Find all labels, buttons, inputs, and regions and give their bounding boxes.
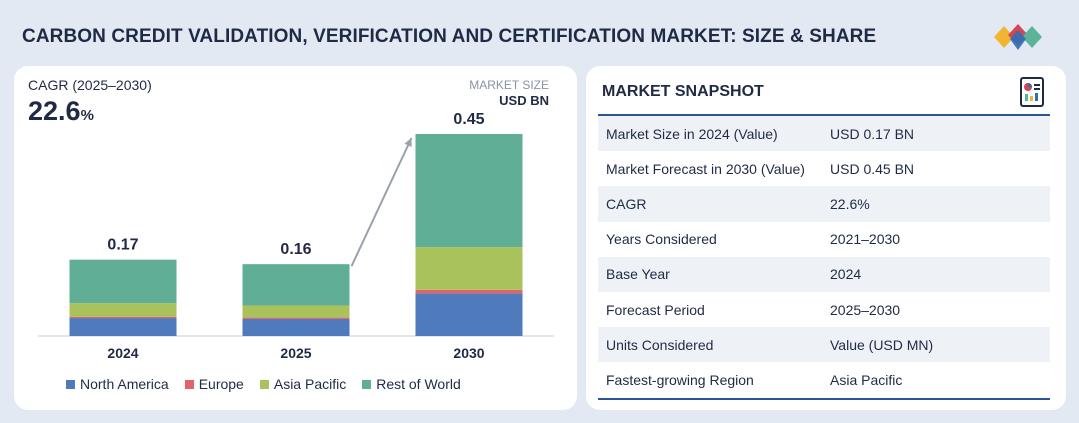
- snapshot-label: CAGR: [598, 186, 820, 222]
- bar-segment-2025-europe: [242, 317, 350, 319]
- snapshot-value: Asia Pacific: [820, 362, 1050, 398]
- market-size-chart-panel: CAGR (2025–2030) 22.6% MARKET SIZE USD B…: [14, 66, 577, 410]
- table-row: Forecast Period 2025–2030: [598, 291, 1050, 328]
- snapshot-value: Value (USD MN): [820, 327, 1050, 363]
- snapshot-label: Market Forecast in 2030 (Value): [598, 151, 820, 187]
- legend-label: North America: [80, 376, 169, 392]
- report-document-icon: [1020, 77, 1044, 107]
- bar-segment-2030-north-america: [415, 293, 523, 336]
- bar-segment-2024-north-america: [69, 318, 177, 336]
- snapshot-table: Market Size in 2024 (Value) USD 0.17 BN Ma…: [598, 116, 1050, 398]
- diamond-logo-icon: [994, 24, 1042, 50]
- bar-segment-2024-asia-pacific: [69, 303, 177, 317]
- legend-swatch: [184, 379, 194, 389]
- snapshot-value: 2024: [820, 256, 1050, 292]
- total-label-2030: 0.45: [453, 111, 484, 128]
- table-row: Years Considered 2021–2030: [598, 221, 1050, 257]
- snapshot-label: Market Size in 2024 (Value): [598, 116, 820, 152]
- legend-item-europe: Europe: [184, 376, 244, 392]
- page-title: CARBON CREDIT VALIDATION, VERIFICATION A…: [22, 26, 877, 47]
- legend-item-rest-of-world: Rest of World: [362, 376, 461, 392]
- total-label-2024: 0.17: [107, 237, 138, 254]
- snapshot-title: MARKET SNAPSHOT: [602, 83, 764, 100]
- snapshot-value: 2021–2030: [820, 221, 1050, 257]
- bar-segment-2030-asia-pacific: [415, 247, 523, 290]
- x-tick-2024: 2024: [107, 345, 138, 361]
- legend-label: Europe: [198, 376, 244, 392]
- legend-label: Rest of World: [376, 376, 461, 392]
- cagr-label: CAGR (2025–2030): [28, 77, 152, 93]
- cagr-value: 22.6%: [28, 96, 94, 126]
- market-size-label: MARKET SIZE: [469, 78, 549, 92]
- legend-item-asia-pacific: Asia Pacific: [259, 376, 347, 392]
- snapshot-value: 22.6%: [820, 186, 1050, 222]
- growth-arrow-head: [404, 138, 412, 147]
- snapshot-label: Years Considered: [598, 221, 820, 257]
- bar-segment-2025-asia-pacific: [242, 305, 350, 318]
- table-row: Units Considered Value (USD MN): [598, 327, 1050, 363]
- bar-segment-2024-europe: [69, 316, 177, 319]
- table-row: Base Year 2024: [598, 256, 1050, 292]
- snapshot-value: USD 0.45 BN: [820, 151, 1050, 187]
- legend-item-north-america: North America: [66, 376, 169, 392]
- snapshot-top-rule: [598, 114, 1050, 116]
- growth-arrow-line: [350, 137, 413, 267]
- stacked-bar-chart: 0.17 2024 0.16 2025 0.45 2030: [38, 111, 554, 361]
- x-tick-2030: 2030: [453, 345, 484, 361]
- bar-segment-2030-rest-of-world: [415, 134, 523, 248]
- legend-swatch: [362, 379, 372, 389]
- market-snapshot-panel: MARKET SNAPSHOT Market Size in 2024 (Val…: [586, 66, 1066, 410]
- x-tick-2025: 2025: [280, 345, 311, 361]
- snapshot-value: USD 0.17 BN: [820, 116, 1050, 152]
- bar-segment-2025-north-america: [242, 318, 350, 336]
- bar-segment-2025-rest-of-world: [242, 264, 350, 306]
- snapshot-label: Base Year: [598, 256, 820, 292]
- market-size-unit: USD BN: [499, 93, 549, 108]
- bar-segment-2024-rest-of-world: [69, 259, 177, 304]
- legend-label: Asia Pacific: [273, 376, 347, 392]
- snapshot-label: Fastest-growing Region: [598, 362, 820, 398]
- snapshot-value: 2025–2030: [820, 291, 1050, 328]
- table-row: CAGR 22.6%: [598, 186, 1050, 222]
- bar-segment-2030-europe: [415, 289, 523, 294]
- chart-legend: North America Europe Asia Pacific Rest of W…: [66, 376, 461, 392]
- legend-swatch: [259, 379, 269, 389]
- table-row: Market Size in 2024 (Value) USD 0.17 BN: [598, 116, 1050, 152]
- snapshot-bottom-rule: [598, 398, 1050, 400]
- table-row: Market Forecast in 2030 (Value) USD 0.45 …: [598, 151, 1050, 187]
- total-label-2025: 0.16: [280, 241, 311, 258]
- table-row: Fastest-growing Region Asia Pacific: [598, 362, 1050, 398]
- legend-swatch: [66, 379, 75, 389]
- snapshot-label: Units Considered: [598, 327, 820, 363]
- snapshot-label: Forecast Period: [598, 291, 820, 328]
